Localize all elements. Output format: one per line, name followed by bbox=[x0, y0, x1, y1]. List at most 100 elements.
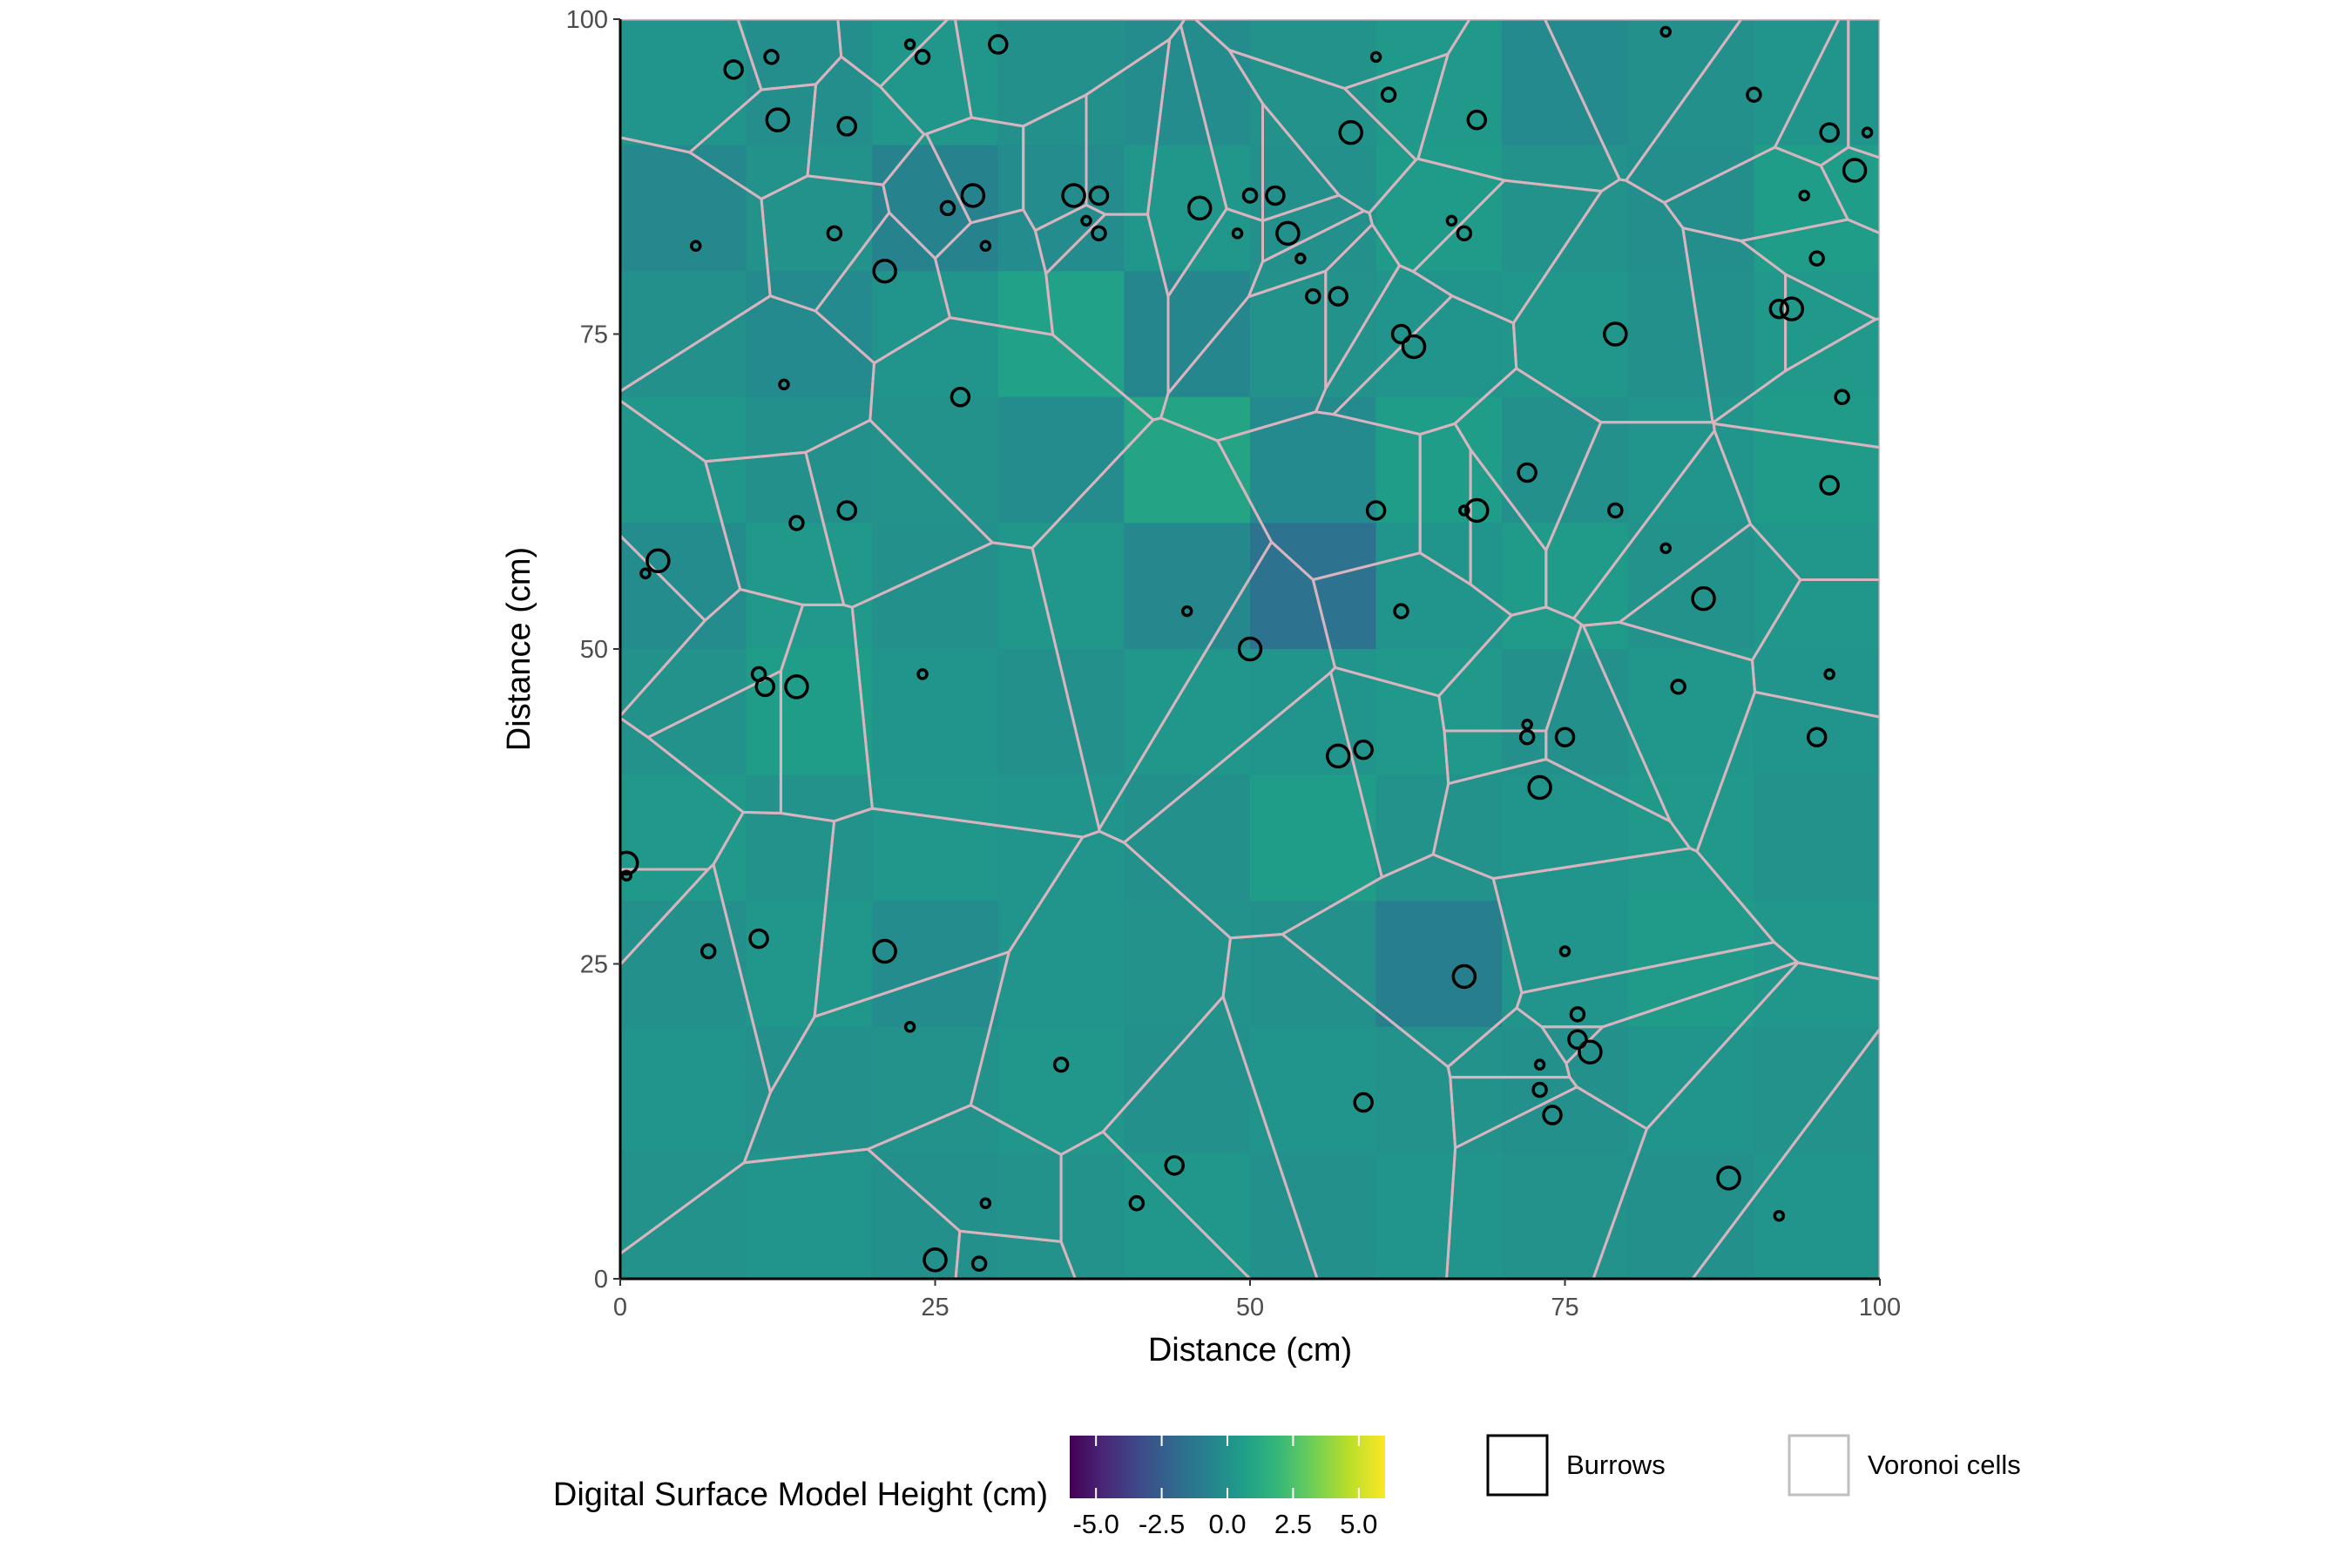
x-tick-label: 75 bbox=[1551, 1294, 1578, 1321]
burrow-point bbox=[1798, 189, 1810, 202]
voronoi-cell bbox=[620, 868, 710, 966]
burrow-point bbox=[1819, 475, 1840, 496]
y-axis-ticks: 0 25 50 75 100 bbox=[566, 6, 620, 1294]
height-cell bbox=[1124, 523, 1251, 650]
burrow-point bbox=[1186, 195, 1213, 221]
height-cell bbox=[872, 19, 999, 146]
voronoi-cell bbox=[620, 716, 745, 871]
height-cell bbox=[620, 901, 747, 1028]
burrow-point bbox=[1241, 187, 1259, 204]
height-cell bbox=[620, 19, 747, 146]
burrow-point bbox=[1746, 86, 1762, 104]
height-cell bbox=[872, 1152, 999, 1279]
burrow-point bbox=[950, 387, 971, 408]
x-tick-label: 50 bbox=[1236, 1294, 1264, 1321]
height-cell bbox=[1627, 523, 1754, 650]
voronoi-cell bbox=[1695, 690, 1880, 981]
height-cell bbox=[1502, 901, 1629, 1028]
voronoi-cell bbox=[620, 19, 763, 154]
burrow-point bbox=[1659, 25, 1672, 38]
burrow-point bbox=[645, 548, 671, 574]
burrow-point bbox=[754, 676, 776, 698]
colorbar-tick-label: 2.5 bbox=[1274, 1509, 1312, 1539]
voronoi-legend-label: Voronoi cells bbox=[1868, 1450, 2021, 1480]
x-axis-ticks: 0 25 50 75 100 bbox=[613, 1279, 1901, 1321]
burrow-point bbox=[1338, 119, 1363, 145]
burrow-point bbox=[872, 938, 897, 964]
burrow-point bbox=[1716, 1166, 1741, 1191]
height-cell bbox=[1375, 1152, 1503, 1279]
height-cell bbox=[872, 649, 999, 776]
height-cell bbox=[746, 523, 873, 650]
voronoi-cell bbox=[1329, 666, 1450, 879]
height-cell bbox=[997, 901, 1125, 1028]
burrow-point bbox=[1265, 185, 1286, 206]
burrow-point bbox=[639, 567, 652, 579]
height-cell bbox=[1124, 774, 1251, 902]
voronoi-cell bbox=[1847, 19, 1880, 159]
burrow-point bbox=[1061, 183, 1086, 208]
height-cell bbox=[746, 901, 873, 1028]
voronoi-cell bbox=[1819, 145, 1880, 235]
burrow-point bbox=[1558, 945, 1571, 957]
burrow-point bbox=[1237, 636, 1263, 662]
height-cell bbox=[1627, 1026, 1754, 1153]
burrow-point bbox=[748, 928, 769, 950]
burrow-point bbox=[970, 1255, 988, 1272]
burrow-point bbox=[1080, 214, 1092, 227]
burrow-point bbox=[763, 49, 780, 65]
colorbar-title: Digital Surface Model Height (cm) bbox=[553, 1477, 1048, 1513]
height-cell bbox=[1754, 396, 1880, 524]
voronoi-cell bbox=[882, 132, 972, 260]
height-cell bbox=[1375, 1026, 1503, 1153]
voronoi-cell bbox=[1445, 1085, 1648, 1279]
burrow-point bbox=[1773, 1209, 1786, 1222]
height-cell bbox=[997, 145, 1125, 272]
height-cell bbox=[620, 523, 747, 650]
burrow-point bbox=[1834, 389, 1850, 406]
y-tick-label: 0 bbox=[594, 1266, 608, 1294]
colorbar-tick-label: 5.0 bbox=[1340, 1509, 1377, 1539]
burrow-point bbox=[939, 199, 956, 217]
burrow-point bbox=[1542, 1105, 1563, 1125]
burrow-point bbox=[1533, 1058, 1546, 1071]
x-tick-label: 25 bbox=[921, 1294, 949, 1321]
burrow-point bbox=[872, 258, 897, 284]
burrow-point bbox=[923, 1247, 948, 1273]
height-cell bbox=[1627, 649, 1754, 776]
burrow-point bbox=[690, 240, 702, 253]
burrow-point bbox=[836, 500, 858, 521]
height-cell bbox=[1754, 774, 1880, 902]
burrow-point bbox=[1670, 679, 1686, 695]
burrow-point bbox=[1231, 227, 1244, 240]
burrow-point bbox=[1365, 500, 1387, 521]
burrow-point bbox=[1554, 727, 1576, 747]
height-cell bbox=[1754, 19, 1880, 146]
voronoi-cell bbox=[1122, 671, 1383, 940]
height-cell bbox=[1375, 649, 1503, 776]
height-cell bbox=[746, 19, 873, 146]
burrow-point bbox=[914, 49, 931, 65]
burrow-point bbox=[1458, 504, 1470, 517]
burrow-point bbox=[1517, 462, 1538, 483]
height-cell bbox=[1502, 1152, 1629, 1279]
burrow-point bbox=[1842, 158, 1868, 183]
burrow-point bbox=[1521, 719, 1533, 731]
height-cell bbox=[1502, 1026, 1629, 1153]
burrow-point bbox=[1456, 225, 1473, 242]
voronoi-cell bbox=[1691, 1027, 1880, 1279]
height-cell bbox=[746, 1026, 873, 1153]
burrow-point bbox=[1691, 585, 1716, 612]
burrow-point bbox=[1569, 1006, 1586, 1023]
burrow-point bbox=[1369, 51, 1382, 64]
burrow-point bbox=[784, 674, 809, 700]
burrow-point bbox=[778, 378, 790, 391]
height-cell bbox=[1627, 271, 1754, 398]
burrow-point bbox=[1531, 1081, 1548, 1098]
voronoi-legend-key bbox=[1788, 1434, 1850, 1497]
height-cell bbox=[1754, 271, 1880, 398]
height-cell bbox=[1250, 774, 1377, 902]
burrow-point bbox=[916, 668, 929, 680]
burrow-point bbox=[903, 1021, 916, 1033]
